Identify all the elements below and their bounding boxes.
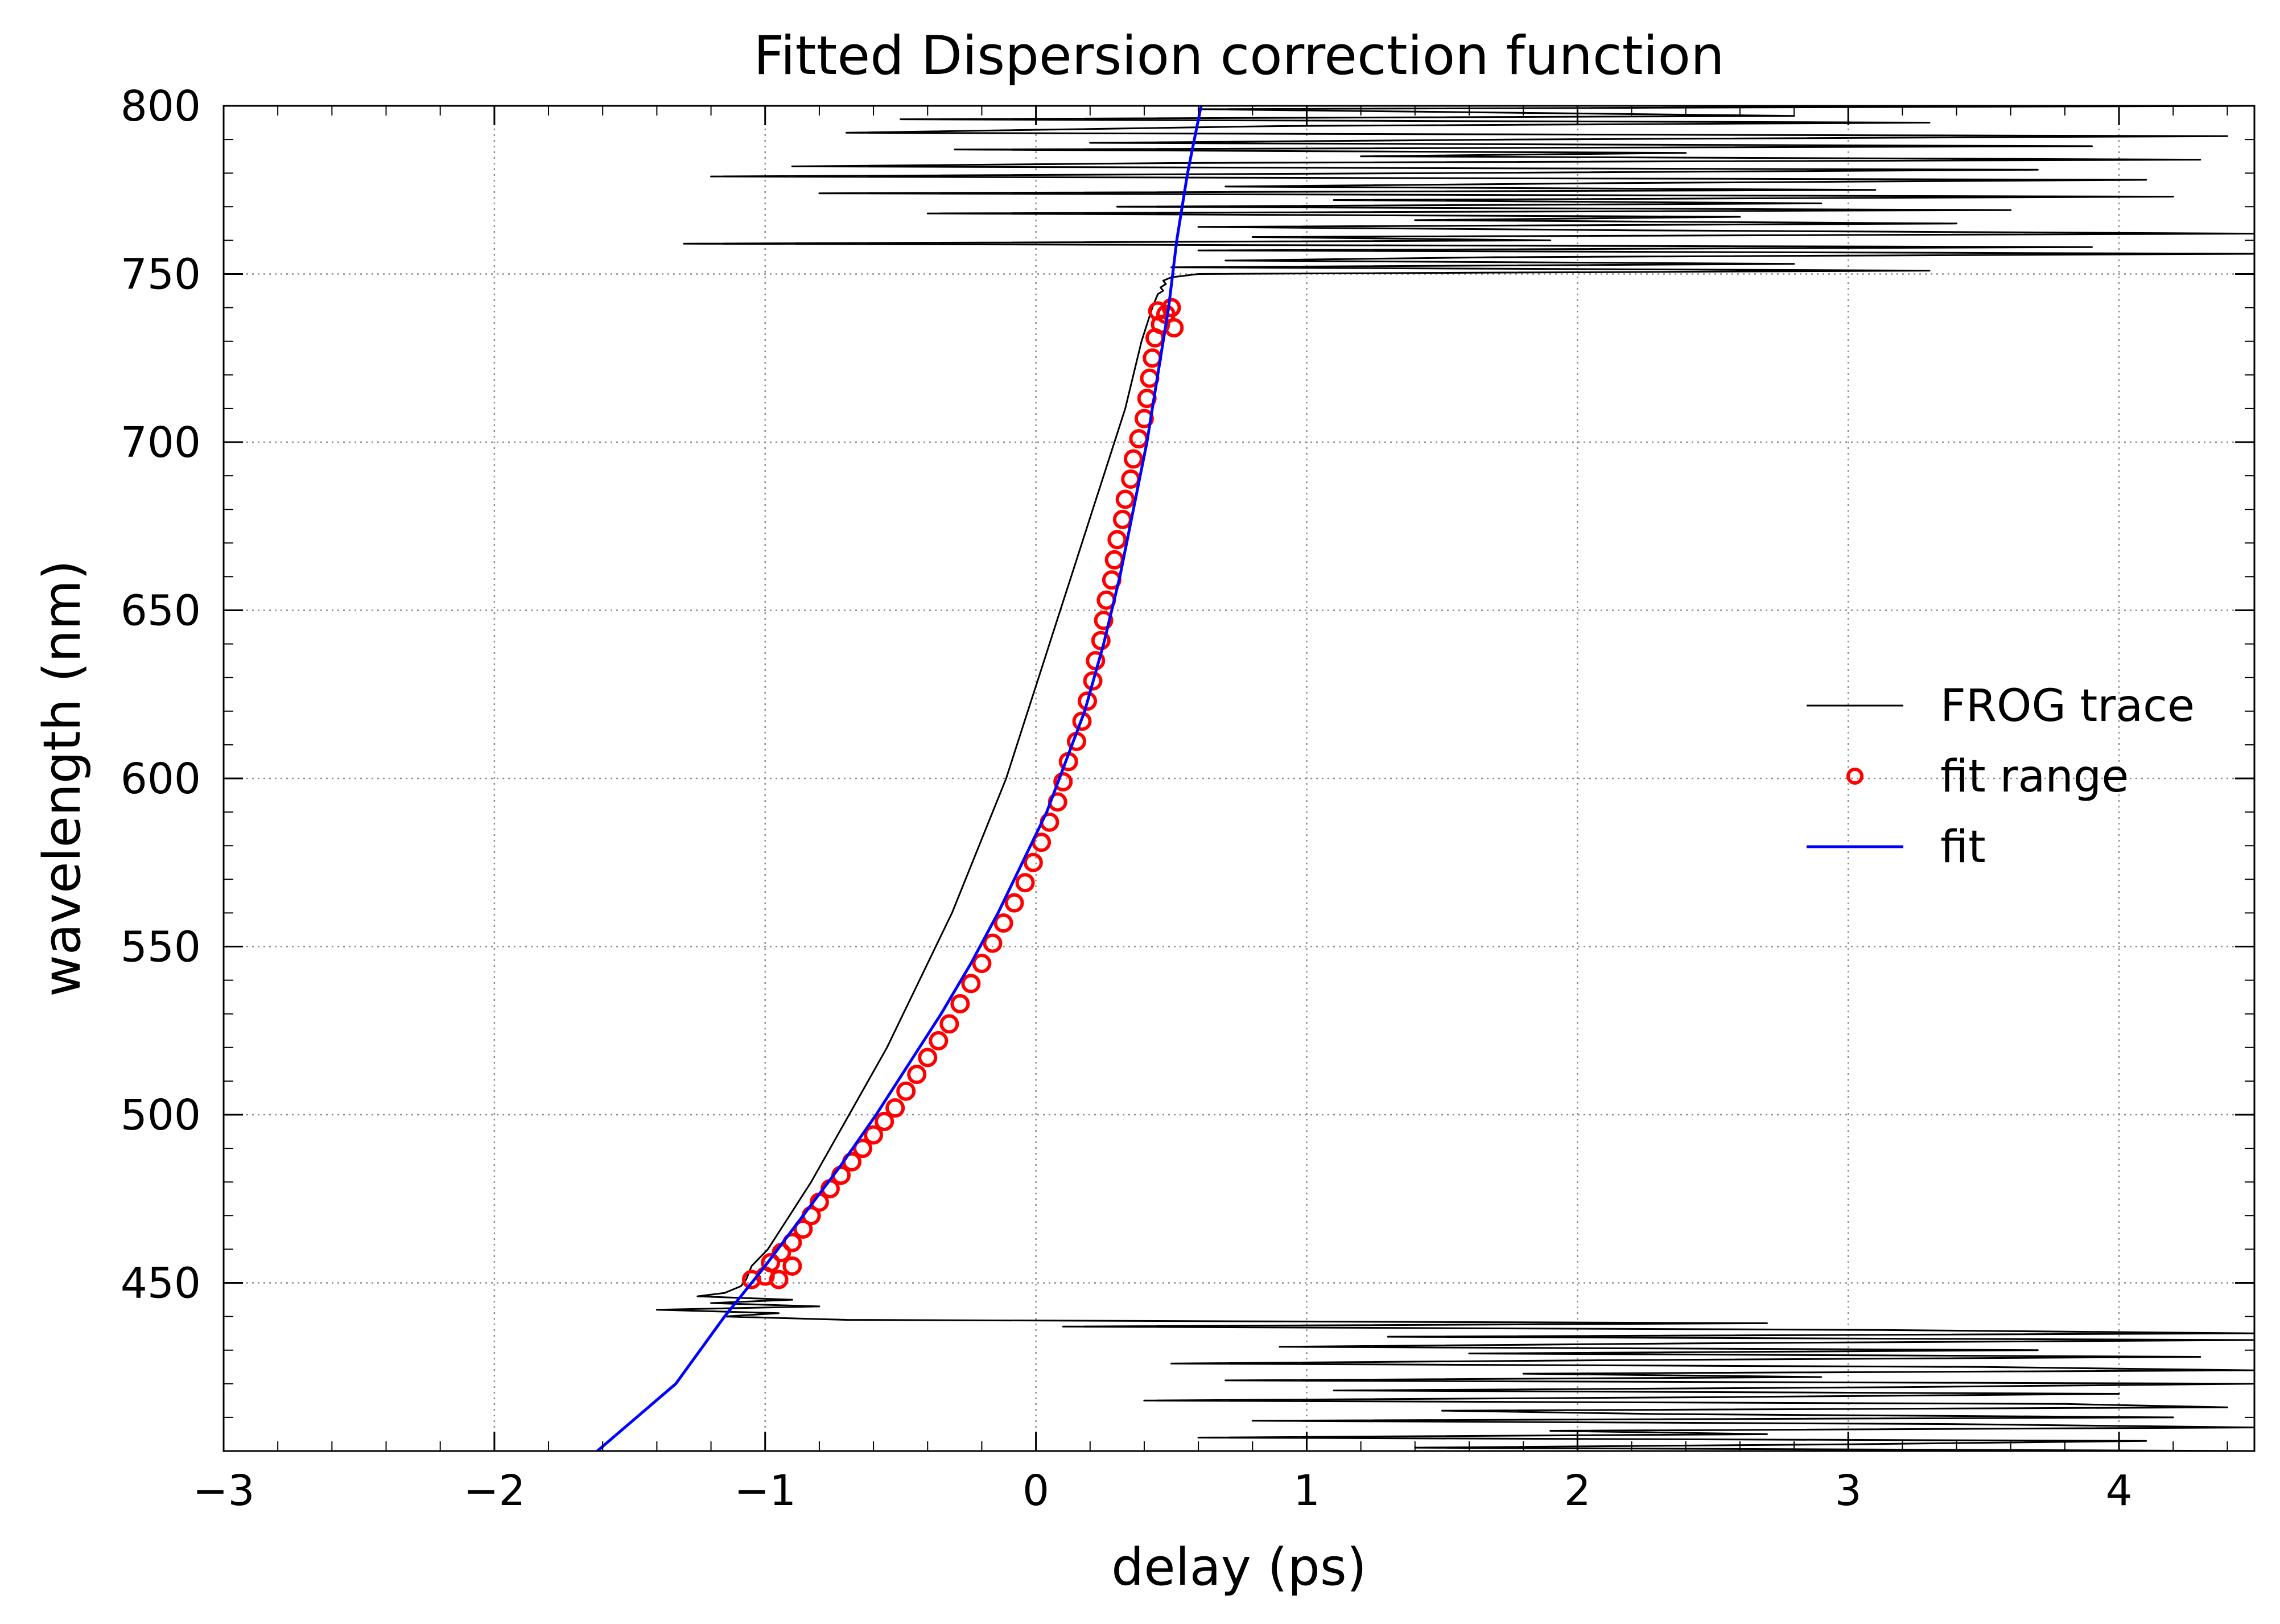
x-tick-label: −2 — [463, 1466, 525, 1515]
y-tick-label: 550 — [121, 923, 201, 972]
legend-label: fit — [1940, 822, 1986, 873]
y-tick-label: 600 — [121, 755, 201, 803]
x-tick-label: 2 — [1564, 1466, 1591, 1515]
fit-range-point — [1004, 893, 1024, 913]
y-tick-label: 750 — [121, 250, 201, 299]
fit-range-point — [1134, 409, 1154, 428]
frog-trace-line — [655, 106, 2254, 1451]
fit-range-point — [907, 1065, 927, 1085]
plot-series — [596, 106, 2254, 1451]
y-tick-label: 450 — [121, 1259, 201, 1308]
fit-range-point — [761, 1253, 781, 1273]
fit-range-point — [972, 954, 992, 974]
fit-range-point — [1053, 772, 1073, 792]
axis-ticks: −3 −2 −1 0 1 2 3 4 450 500 550 600 650 700 750 800 — [121, 82, 2254, 1515]
chart-title: Fitted Dispersion correction function — [753, 25, 1724, 87]
fit-range-point — [864, 1125, 884, 1145]
legend-item: FROG trace — [1807, 681, 2195, 732]
fit-range-point — [896, 1081, 916, 1101]
fit-range-point — [993, 913, 1013, 933]
legend-item: fit — [1807, 822, 1986, 873]
fit-range-point — [1023, 852, 1043, 872]
x-tick-label: 4 — [2106, 1466, 2133, 1515]
x-tick-label: 0 — [1023, 1466, 1049, 1515]
y-tick-label: 500 — [121, 1091, 201, 1140]
fit-range-point — [961, 974, 981, 994]
fit-range-point — [1078, 691, 1098, 711]
x-axis-title: delay (ps) — [1111, 1538, 1367, 1597]
y-axis-title: wavelength (nm) — [32, 560, 92, 997]
legend-label: FROG trace — [1940, 681, 2195, 732]
fit-range-point — [918, 1048, 938, 1067]
fit-range-point — [950, 994, 970, 1013]
y-tick-label: 700 — [121, 418, 201, 467]
legend-label: fit range — [1940, 751, 2129, 802]
plot-area — [596, 106, 2254, 1451]
fit-range-point — [1123, 449, 1143, 469]
x-tick-label: 1 — [1293, 1466, 1320, 1515]
fit-range-point — [875, 1111, 894, 1131]
fit-range-point — [853, 1139, 873, 1159]
fit-range-point — [1015, 873, 1035, 893]
fit-range-point — [1072, 711, 1092, 731]
fit-range-point — [1107, 530, 1127, 550]
fit-range-point — [769, 1269, 789, 1289]
legend: FROG trace fit range fit — [1807, 681, 2195, 873]
fit-line — [596, 106, 1203, 1451]
fit-range-point — [793, 1219, 813, 1239]
x-tick-label: 3 — [1835, 1466, 1862, 1515]
fit-range-point — [939, 1014, 959, 1034]
fit-range-point — [782, 1256, 802, 1276]
fit-range-point — [1094, 611, 1114, 630]
legend-marker — [1846, 768, 1863, 785]
fit-range-point — [1115, 489, 1135, 509]
grid — [224, 106, 2254, 1451]
legend-item: fit range — [1846, 751, 2129, 802]
y-tick-label: 650 — [121, 587, 201, 636]
x-tick-label: −3 — [192, 1466, 254, 1515]
fit-range-point — [929, 1031, 949, 1050]
x-tick-label: −1 — [734, 1466, 796, 1515]
fit-range-point — [1148, 301, 1168, 321]
fit-range-point — [885, 1098, 905, 1118]
fit-range-point — [1083, 671, 1103, 691]
fit-range-point — [983, 933, 1003, 953]
y-tick-label: 800 — [121, 82, 201, 131]
